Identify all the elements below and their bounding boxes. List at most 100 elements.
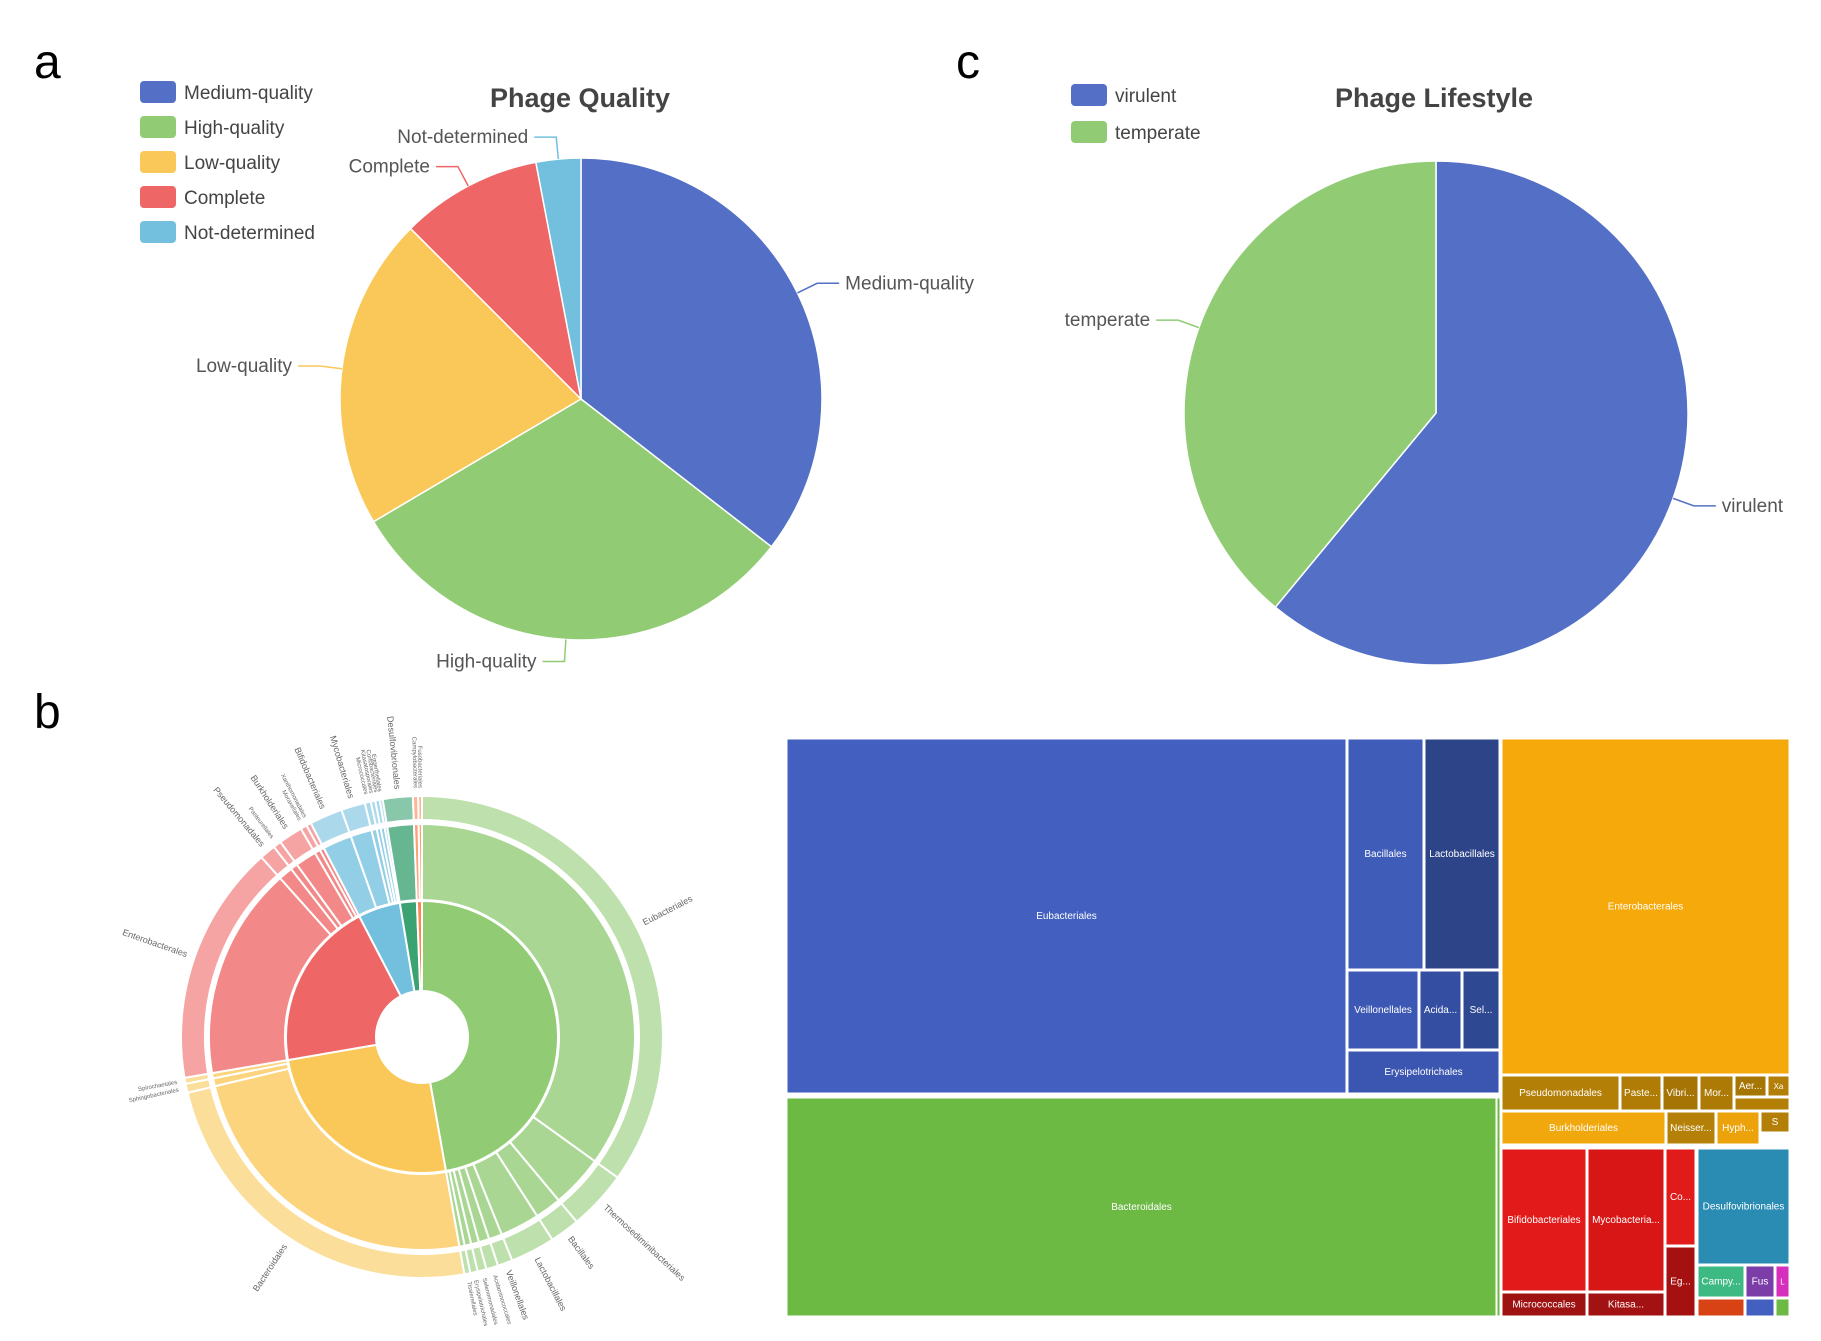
phage-quality-pie-chart: Phage Quality Medium-quality High-quality… bbox=[140, 81, 975, 672]
callout-label-complete: Complete bbox=[349, 157, 430, 178]
callout-label-low-quality: Low-quality bbox=[196, 356, 293, 377]
legend-swatch-virulent bbox=[1071, 84, 1107, 106]
treemap-label-kitasa: Kitasa... bbox=[1608, 1300, 1644, 1311]
treemap-label-aer: Aer... bbox=[1739, 1081, 1762, 1092]
treemap-label-enterobacterales: Enterobacterales bbox=[1608, 902, 1684, 913]
callout-line-temperate bbox=[1156, 319, 1200, 329]
treemap-label-lactobacillales: Lactobacillales bbox=[1429, 849, 1495, 860]
treemap-label-burkholderiales: Burkholderiales bbox=[1549, 1123, 1618, 1134]
phage-quality-title: Phage Quality bbox=[490, 83, 670, 113]
callout-line-not-determined bbox=[534, 136, 560, 160]
treemap-cell-hyph bbox=[1716, 1111, 1760, 1145]
pie-slice-not-determined bbox=[534, 157, 582, 400]
treemap-cell-paste bbox=[1620, 1075, 1662, 1111]
legend-label-high-quality: High-quality bbox=[184, 118, 285, 139]
callout-line-low-quality bbox=[298, 365, 342, 370]
treemap-fragment-4 bbox=[1734, 1097, 1790, 1111]
treemap-cell-bifidobacteriales bbox=[1501, 1148, 1587, 1292]
sunburst-inner-segment-1 bbox=[286, 1043, 448, 1174]
sunburst-label-fusobacteriales: Fusobacteriales bbox=[416, 746, 422, 788]
treemap-cell-co bbox=[1665, 1148, 1696, 1246]
treemap-label-bifidobacteriales: Bifidobacteriales bbox=[1507, 1215, 1580, 1226]
callout-label-temperate: temperate bbox=[1065, 310, 1151, 331]
treemap-cell-eubacteriales bbox=[786, 738, 1347, 1094]
treemap-label-eubacteriales: Eubacteriales bbox=[1036, 911, 1097, 922]
treemap-cell-erysipelotrichales bbox=[1347, 1050, 1500, 1094]
callout-label-medium-quality: Medium-quality bbox=[845, 273, 974, 294]
sunburst-label-mycobacteriales: Mycobacteriales bbox=[328, 734, 356, 800]
treemap-label-veillonellales: Veillonellales bbox=[1354, 1005, 1412, 1016]
sunburst-outer-segment-fusobacteriales bbox=[417, 794, 423, 822]
sunburst-label-bacillales: Bacillales bbox=[566, 1234, 597, 1271]
treemap-cell-neisser bbox=[1666, 1111, 1716, 1145]
treemap-label-eg: Eg... bbox=[1670, 1277, 1691, 1288]
treemap-fragment-1 bbox=[1745, 1298, 1775, 1317]
treemap-cell-micrococcales bbox=[1501, 1292, 1587, 1317]
treemap-label-erysipelotrichales: Erysipelotrichales bbox=[1384, 1067, 1462, 1078]
legend-label-medium-quality: Medium-quality bbox=[184, 83, 313, 104]
phage-quality-slices bbox=[339, 157, 823, 641]
treemap-label-co: Co... bbox=[1670, 1192, 1691, 1203]
sunburst-label-campylobacterales: Campylobacterales bbox=[410, 737, 417, 789]
phage-lifestyle-legend: virulent temperate bbox=[1071, 84, 1201, 144]
pie-slice-low-quality bbox=[339, 227, 583, 523]
treemap-label-mor: Mor... bbox=[1704, 1088, 1729, 1099]
treemap-cell-s bbox=[1760, 1111, 1790, 1133]
pie-slice-temperate bbox=[1183, 160, 1437, 609]
treemap-fragment-3 bbox=[1496, 1097, 1501, 1317]
treemap-cell-campy bbox=[1697, 1265, 1745, 1298]
legend-swatch-medium-quality bbox=[140, 81, 176, 103]
treemap-cell-kitasa bbox=[1587, 1292, 1665, 1317]
callout-label-virulent: virulent bbox=[1722, 496, 1784, 517]
phage-quality-callouts: Medium-quality High-quality Low-quality Com… bbox=[196, 127, 975, 672]
treemap-label-vibri: Vibri... bbox=[1666, 1088, 1694, 1099]
legend-label-virulent: virulent bbox=[1115, 86, 1177, 107]
legend-swatch-complete bbox=[140, 186, 176, 208]
sunburst-outer-segment-desulfovibrionales bbox=[381, 795, 415, 825]
treemap-cell-mycobacteria bbox=[1587, 1148, 1665, 1292]
treemap-label-neisser: Neisser... bbox=[1670, 1123, 1712, 1134]
treemap-label-paste: Paste... bbox=[1624, 1088, 1658, 1099]
sunburst-middle-segment-fusobacteriales bbox=[417, 822, 423, 902]
host-order-treemap-chart: Eubacteriales Bacillales Lactobacillales Ve… bbox=[786, 738, 1790, 1317]
treemap-cell-aer bbox=[1734, 1075, 1767, 1097]
treemap-cell-xa bbox=[1767, 1075, 1790, 1097]
callout-line-virulent bbox=[1672, 497, 1716, 507]
treemap-cell-desulfovibrionales bbox=[1697, 1148, 1790, 1265]
treemap-label-bacteroidales: Bacteroidales bbox=[1111, 1202, 1172, 1213]
treemap-fragment-2 bbox=[1775, 1298, 1790, 1317]
treemap-cell-acida bbox=[1419, 970, 1462, 1050]
legend-swatch-high-quality bbox=[140, 116, 176, 138]
phage-lifestyle-callouts: virulent temperate bbox=[1065, 310, 1784, 517]
treemap-cell-lactobacillales bbox=[1424, 738, 1500, 970]
sunburst-inner-segment-2 bbox=[285, 914, 403, 1062]
treemap-fragment-0 bbox=[1697, 1298, 1745, 1317]
treemap-cell-l bbox=[1775, 1265, 1790, 1298]
phage-lifestyle-pie-chart: Phage Lifestyle virulent temperate virule… bbox=[1065, 83, 1784, 666]
treemap-cell-enterobacterales bbox=[1501, 738, 1790, 1075]
sunburst-inner-segment-5 bbox=[415, 899, 423, 993]
sunburst-label-lactobacillales: Lactobacillales bbox=[533, 1256, 569, 1313]
pie-slice-high-quality bbox=[372, 398, 773, 641]
treemap-label-pseudomonadales: Pseudomonadales bbox=[1519, 1088, 1602, 1099]
treemap-label-xa: Xa bbox=[1774, 1082, 1784, 1091]
treemap-label-l: L bbox=[1780, 1278, 1785, 1287]
treemap-label-hyph: Hyph... bbox=[1722, 1123, 1754, 1134]
treemap-label-s: S bbox=[1772, 1117, 1779, 1128]
sunburst-label-desulfovibrionales: Desulfovibrionales bbox=[385, 716, 402, 791]
host-order-sunburst-chart: EubacterialesThermosediminibacterialesBa… bbox=[121, 716, 694, 1327]
treemap-cell-veillonellales bbox=[1347, 970, 1419, 1050]
sunburst-inner-segment-0 bbox=[421, 899, 559, 1173]
treemap-cell-eg bbox=[1665, 1246, 1696, 1317]
treemap-label-bacillales: Bacillales bbox=[1364, 849, 1406, 860]
callout-label-not-determined: Not-determined bbox=[397, 127, 528, 148]
sunburst-middle-segment-bacteroidales bbox=[213, 1067, 461, 1251]
treemap-label-campy: Campy... bbox=[1701, 1277, 1740, 1288]
treemap-cell-sel bbox=[1462, 970, 1500, 1050]
callout-line-high-quality bbox=[542, 639, 567, 663]
phage-quality-legend: Medium-quality High-quality Low-quality Com… bbox=[140, 81, 315, 244]
phage-lifestyle-slices bbox=[1183, 160, 1689, 666]
legend-label-temperate: temperate bbox=[1115, 123, 1201, 144]
treemap-cell-vibri bbox=[1662, 1075, 1699, 1111]
